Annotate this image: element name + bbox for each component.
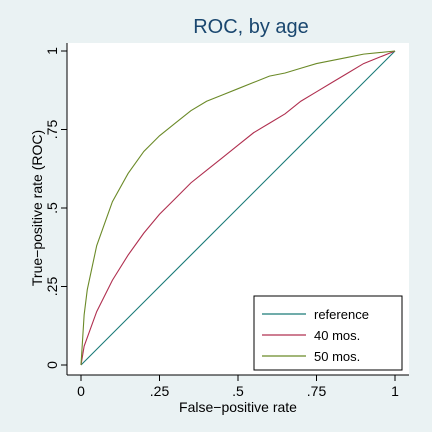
legend-box bbox=[253, 295, 403, 371]
y-axis-label: True−positive rate (ROC) bbox=[29, 130, 45, 286]
y-tick-label: .5 bbox=[44, 202, 60, 214]
y-tick-label: 0 bbox=[44, 361, 60, 369]
x-tick-label: .5 bbox=[232, 383, 244, 399]
axes: 0 .25 .5 .75 1 0 .25 .5 .75 1 bbox=[44, 43, 409, 399]
y-tick-label: .25 bbox=[44, 277, 60, 297]
legend: reference 40 mos. 50 mos. bbox=[253, 295, 403, 371]
y-tick-label: .75 bbox=[44, 120, 60, 140]
legend-label: 50 mos. bbox=[314, 349, 360, 364]
x-tick-label: .75 bbox=[307, 383, 327, 399]
x-axis-label: False−positive rate bbox=[179, 399, 297, 415]
legend-label: reference bbox=[314, 307, 369, 322]
series-line-40-mos bbox=[80, 50, 396, 366]
chart-title: ROC, by age bbox=[193, 16, 309, 38]
series-line-reference bbox=[80, 50, 396, 366]
x-tick-label: .25 bbox=[150, 383, 170, 399]
x-tick-label: 1 bbox=[391, 383, 399, 399]
plot-area bbox=[80, 50, 396, 366]
legend-label: 40 mos. bbox=[314, 328, 360, 343]
x-tick-label: 0 bbox=[77, 383, 85, 399]
series-line-50-mos bbox=[80, 50, 396, 366]
y-tick-label: 1 bbox=[44, 47, 60, 55]
